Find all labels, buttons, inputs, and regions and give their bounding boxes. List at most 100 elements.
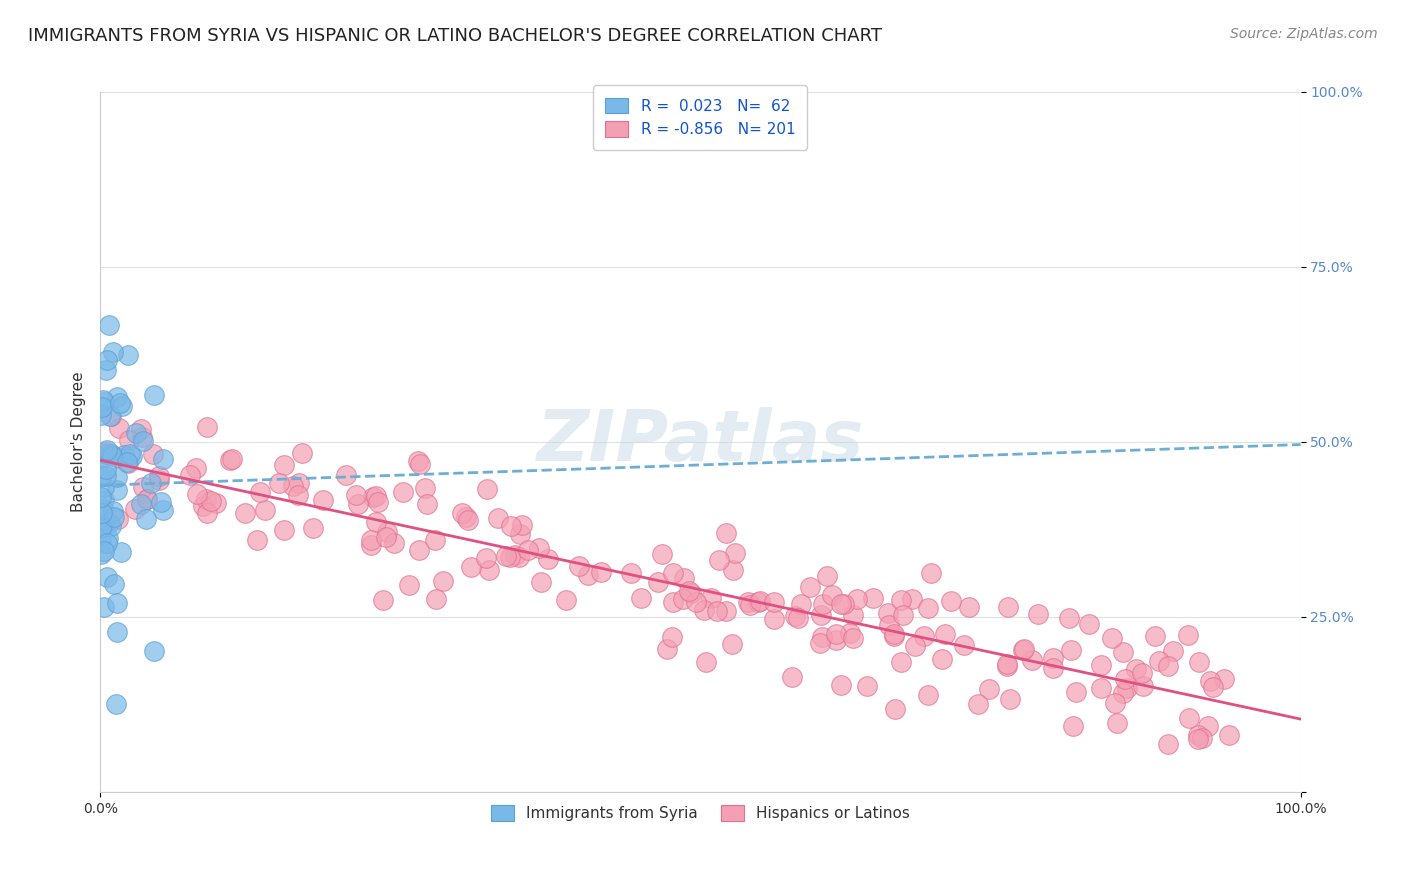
Point [254,503,277,517]
Point [186,487,208,501]
Point [499,519,522,533]
Point [287,488,309,502]
Point [1202,680,1225,694]
Point [233,506,256,520]
Point [799,580,821,594]
Point [371,592,394,607]
Point [105,469,128,483]
Point [474,551,496,566]
Point [283,479,305,493]
Point [96,570,118,584]
Point [450,506,472,520]
Point [100,519,122,533]
Point [832,597,855,611]
Point [101,345,124,359]
Point [118,434,141,448]
Point [786,611,808,625]
Point [96,536,118,550]
Point [685,595,707,609]
Point [97,531,120,545]
Point [301,521,323,535]
Point [132,480,155,494]
Point [1157,658,1180,673]
Point [124,502,146,516]
Point [107,512,129,526]
Point [1161,644,1184,658]
Text: ZIPatlas: ZIPatlas [537,408,865,476]
Point [149,495,172,509]
Point [103,509,125,524]
Point [374,530,396,544]
Point [920,566,942,580]
Point [862,591,884,605]
Point [91,392,114,407]
Point [589,566,612,580]
Point [148,468,170,483]
Point [108,395,131,409]
Point [1187,732,1209,747]
Point [90,469,112,483]
Point [662,566,685,580]
Point [1147,654,1170,668]
Point [423,533,446,547]
Point [957,599,980,614]
Point [457,513,479,527]
Point [890,593,912,607]
Point [454,509,477,524]
Point [111,399,134,413]
Point [1197,718,1219,732]
Point [94,468,117,483]
Point [273,458,295,472]
Point [1187,728,1209,742]
Text: IMMIGRANTS FROM SYRIA VS HISPANIC OR LATINO BACHELOR'S DEGREE CORRELATION CHART: IMMIGRANTS FROM SYRIA VS HISPANIC OR LAT… [28,27,882,45]
Point [1198,673,1220,688]
Point [1057,611,1080,625]
Point [1064,685,1087,699]
Point [93,480,115,494]
Point [1178,711,1201,725]
Point [96,446,118,460]
Point [883,629,905,643]
Point [790,597,813,611]
Point [1143,629,1166,643]
Point [1132,679,1154,693]
Point [1116,681,1139,695]
Point [1130,665,1153,680]
Point [1191,731,1213,745]
Point [406,454,429,468]
Point [117,456,139,470]
Point [135,491,157,506]
Point [877,617,900,632]
Point [413,481,436,495]
Point [312,493,335,508]
Point [1213,672,1236,686]
Point [651,547,673,561]
Point [96,352,118,367]
Point [291,445,314,459]
Point [495,549,517,563]
Point [901,592,924,607]
Point [934,626,956,640]
Point [432,574,454,588]
Point [810,607,832,622]
Point [94,444,117,458]
Point [723,563,745,577]
Point [842,608,865,623]
Point [398,578,420,592]
Point [100,409,122,424]
Point [366,516,388,530]
Point [1090,658,1112,673]
Point [673,571,696,585]
Point [1042,661,1064,675]
Point [139,476,162,491]
Point [129,422,152,436]
Text: Source: ZipAtlas.com: Source: ZipAtlas.com [1230,27,1378,41]
Point [503,548,526,562]
Point [890,655,912,669]
Point [129,497,152,511]
Point [1157,737,1180,751]
Point [98,318,121,333]
Point [200,494,222,508]
Point [249,484,271,499]
Point [509,527,531,541]
